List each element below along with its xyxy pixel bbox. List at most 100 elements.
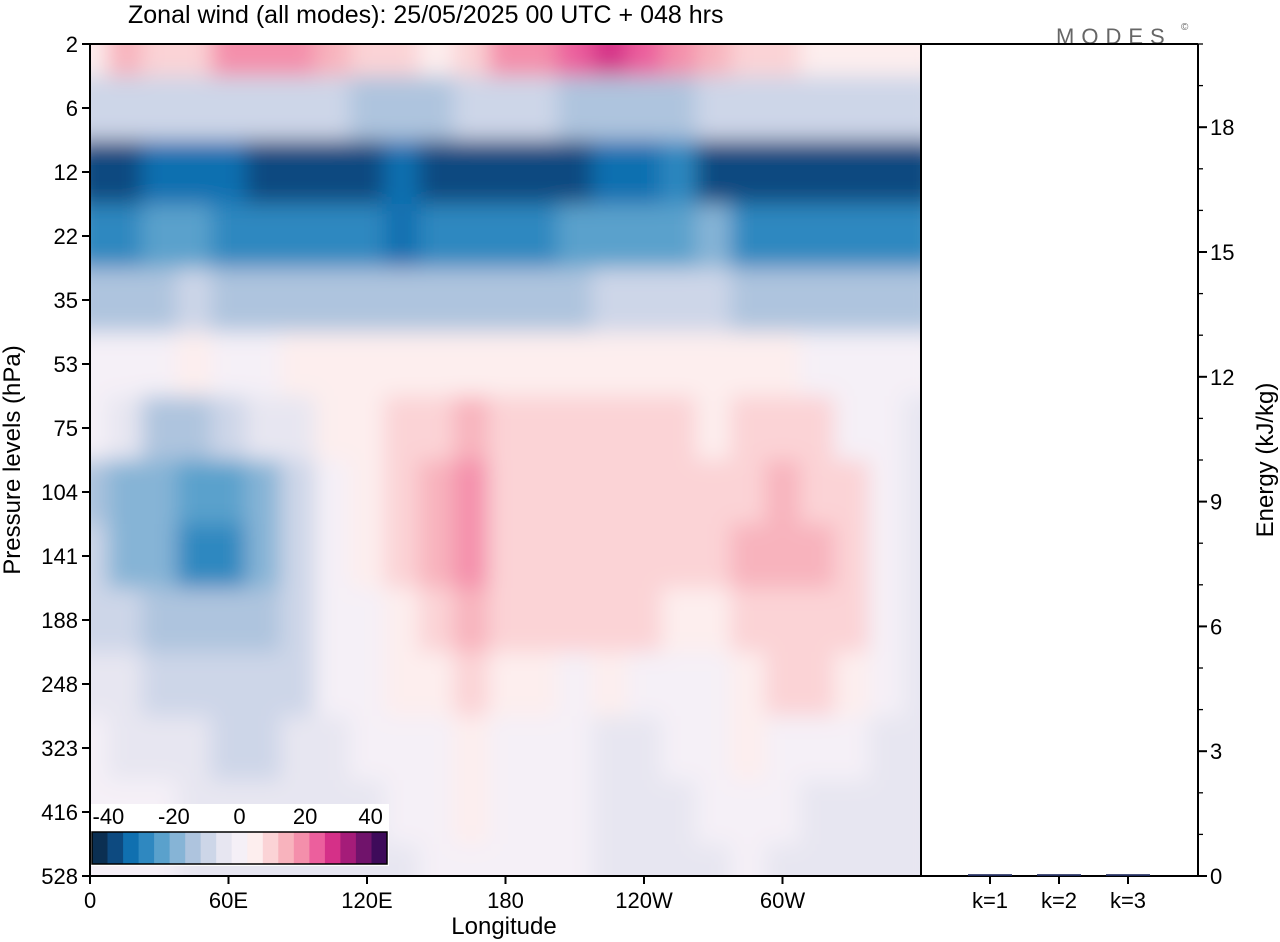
heatmap-cell bbox=[765, 844, 801, 876]
heatmap-cell bbox=[315, 140, 351, 205]
colorbar-swatch bbox=[247, 832, 264, 864]
colorbar: -40 -20 0 20 40 bbox=[90, 804, 389, 866]
heatmap-cell bbox=[176, 460, 213, 525]
heatmap-cell bbox=[626, 204, 663, 269]
y-tick-label: 35 bbox=[54, 288, 78, 313]
energy-bar bbox=[968, 874, 1012, 876]
heatmap-cell bbox=[661, 76, 697, 141]
heatmap-cell bbox=[834, 76, 870, 141]
y-tick-label: 12 bbox=[54, 160, 78, 185]
colorbar-swatch bbox=[231, 832, 248, 864]
heatmap-cell bbox=[107, 268, 143, 333]
x-tick-label: 0 bbox=[84, 888, 96, 913]
heatmap-cell bbox=[661, 652, 697, 717]
heatmap-cell bbox=[107, 204, 143, 269]
heatmap-cell bbox=[730, 588, 767, 653]
heatmap-cell bbox=[453, 460, 490, 525]
heatmap-cell bbox=[730, 716, 767, 781]
heatmap-cell bbox=[107, 140, 143, 205]
heatmap-cell bbox=[315, 268, 351, 333]
heatmap-cell bbox=[280, 396, 316, 461]
heatmap-cell bbox=[765, 268, 801, 333]
heatmap-cell bbox=[176, 76, 213, 141]
heatmap-cell bbox=[141, 716, 178, 781]
heatmap-cell bbox=[453, 204, 490, 269]
colorbar-swatch bbox=[278, 832, 295, 864]
heatmap-cell bbox=[799, 652, 836, 717]
colorbar-tick-label: -20 bbox=[158, 804, 190, 829]
colorbar-tick-label: 40 bbox=[358, 804, 382, 829]
chart-title: Zonal wind (all modes): 25/05/2025 00 UT… bbox=[128, 1, 723, 29]
heatmap-cell bbox=[349, 396, 386, 461]
heatmap-cell bbox=[107, 524, 143, 589]
heatmap-cell bbox=[834, 460, 870, 525]
heatmap-cell bbox=[592, 588, 628, 653]
heatmap-cell bbox=[695, 588, 732, 653]
heatmap-cell bbox=[280, 588, 316, 653]
heatmap-cell bbox=[245, 76, 282, 141]
heatmap-cell bbox=[107, 44, 143, 77]
heatmap-cell bbox=[557, 716, 593, 781]
heatmap-cell bbox=[557, 332, 593, 397]
heatmap-cell bbox=[765, 524, 801, 589]
heatmap-cell bbox=[695, 140, 732, 205]
energy-category-label: k=1 bbox=[972, 888, 1008, 913]
heatmap-cell bbox=[141, 204, 178, 269]
heatmap-cell bbox=[869, 44, 905, 77]
heatmap-cell bbox=[903, 460, 921, 525]
heatmap-cell bbox=[626, 44, 663, 77]
heatmap-cell bbox=[903, 140, 921, 205]
heatmap-cell bbox=[799, 780, 836, 845]
heatmap-cell bbox=[522, 716, 559, 781]
heatmap-cell bbox=[695, 844, 732, 876]
x-tick-label: 60E bbox=[209, 888, 248, 913]
heatmap-cell bbox=[557, 588, 593, 653]
heatmap-cell bbox=[315, 460, 351, 525]
heatmap-cell bbox=[488, 268, 524, 333]
heatmap-cell bbox=[592, 524, 628, 589]
heatmap-cell bbox=[349, 140, 386, 205]
heatmap-cell bbox=[557, 844, 593, 876]
heatmap-cell bbox=[869, 332, 905, 397]
y-tick-label: 248 bbox=[41, 672, 78, 697]
heatmap-cell bbox=[765, 780, 801, 845]
heatmap-cell bbox=[418, 588, 455, 653]
heatmap-cell bbox=[488, 716, 524, 781]
heatmap-cell bbox=[488, 76, 524, 141]
heatmap-cell bbox=[245, 44, 282, 77]
x-tick-label: 60W bbox=[760, 888, 805, 913]
heatmap-cell bbox=[384, 268, 420, 333]
heatmap-cell bbox=[799, 460, 836, 525]
heatmap-cell bbox=[834, 396, 870, 461]
heatmap-cell bbox=[799, 396, 836, 461]
x-tick-label: 120E bbox=[341, 888, 392, 913]
heatmap-cell bbox=[384, 780, 420, 845]
heatmap-cell bbox=[176, 332, 213, 397]
heatmap-cell bbox=[176, 140, 213, 205]
wind-heatmap bbox=[90, 44, 921, 876]
heatmap-cell bbox=[903, 204, 921, 269]
y-axis-label: Pressure levels (hPa) bbox=[0, 345, 26, 574]
heatmap-cell bbox=[834, 716, 870, 781]
heatmap-cell bbox=[141, 396, 178, 461]
heatmap-cell bbox=[418, 396, 455, 461]
heatmap-cell bbox=[384, 652, 420, 717]
heatmap-cell bbox=[90, 44, 109, 77]
heatmap-cell bbox=[695, 524, 732, 589]
heatmap-cell bbox=[384, 460, 420, 525]
heatmap-cell bbox=[765, 716, 801, 781]
energy-tick-label: 18 bbox=[1210, 115, 1234, 140]
heatmap-cell bbox=[90, 588, 109, 653]
heatmap-cell bbox=[315, 44, 351, 77]
heatmap-cell bbox=[522, 844, 559, 876]
energy-tick-label: 9 bbox=[1210, 490, 1222, 515]
heatmap-cell bbox=[280, 332, 316, 397]
heatmap-cell bbox=[211, 76, 247, 141]
heatmap-cell bbox=[349, 524, 386, 589]
heatmap-cell bbox=[453, 140, 490, 205]
heatmap-cell bbox=[349, 44, 386, 77]
heatmap-cell bbox=[834, 332, 870, 397]
heatmap-cell bbox=[522, 396, 559, 461]
heatmap-cell bbox=[418, 780, 455, 845]
heatmap-cell bbox=[661, 844, 697, 876]
